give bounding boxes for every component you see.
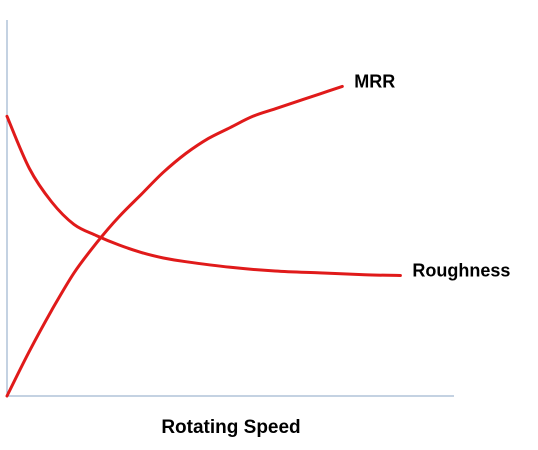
series-group [5, 84, 402, 398]
series-line-roughness [5, 114, 402, 277]
series-label-mrr: MRR [354, 71, 395, 91]
series-line-mrr [5, 84, 344, 398]
series-label-roughness: Roughness [412, 261, 510, 281]
labels-group: MRR Roughness [354, 71, 510, 280]
x-axis-label: Rotating Speed [161, 417, 300, 438]
axes [6, 20, 454, 397]
